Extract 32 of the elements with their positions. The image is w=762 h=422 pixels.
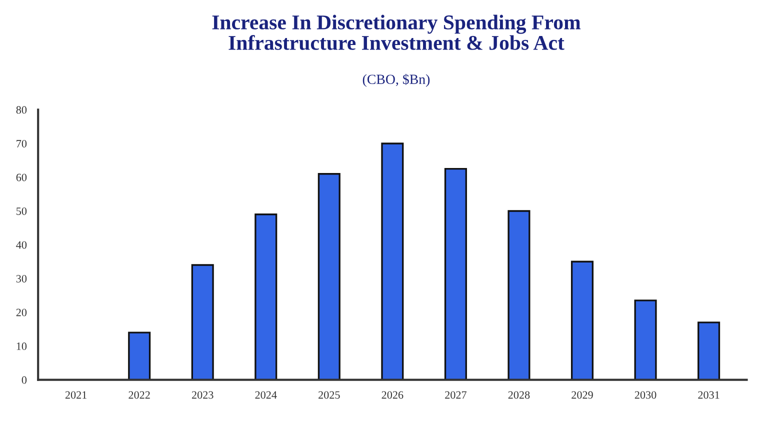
x-tick-label: 2028 [508, 391, 530, 399]
x-tick-label: 2031 [698, 391, 720, 399]
bar [254, 214, 278, 380]
x-tick-label: 2024 [255, 391, 277, 399]
x-tick-label: 2025 [318, 391, 340, 399]
y-tick-label: 40 [16, 241, 27, 249]
bar [634, 300, 657, 380]
y-tick-label: 30 [16, 274, 27, 282]
bar [191, 264, 214, 380]
y-tick-label: 20 [16, 308, 27, 316]
x-tick-label: 2023 [192, 391, 214, 399]
x-tick-label: 2026 [382, 391, 404, 399]
x-tick-label: 2022 [128, 391, 150, 399]
y-tick-label: 0 [22, 376, 27, 384]
y-tick-label: 50 [16, 207, 27, 215]
x-tick-label: 2027 [445, 391, 466, 399]
bar [444, 168, 467, 380]
bar [381, 142, 404, 380]
bar [508, 210, 530, 380]
x-tick-label: 2029 [572, 391, 593, 399]
bar [318, 173, 340, 380]
y-tick-label: 60 [16, 174, 27, 182]
chart-title: Increase In Discretionary Spending From Infrastructure Investment & Jobs Act [212, 14, 581, 50]
y-tick-label: 10 [16, 342, 27, 350]
bar [698, 322, 720, 380]
bar [128, 332, 151, 380]
chart-subtitle: (CBO, $Bn) [362, 74, 430, 87]
x-tick-label: 2030 [634, 391, 656, 399]
y-tick-label: 80 [16, 106, 27, 114]
x-tick-label: 2021 [65, 391, 87, 399]
y-tick-label: 70 [16, 140, 27, 148]
bar [570, 260, 594, 380]
